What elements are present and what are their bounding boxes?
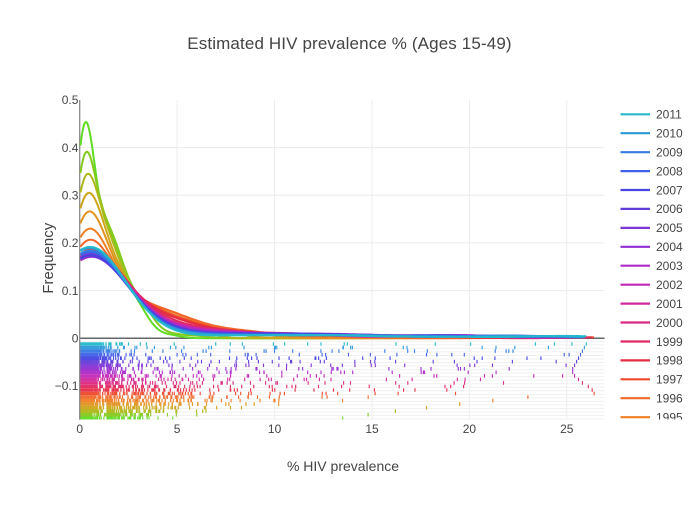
svg-text:2006: 2006	[656, 202, 683, 216]
svg-text:2002: 2002	[656, 278, 683, 292]
svg-text:0.4: 0.4	[62, 141, 79, 155]
svg-text:2010: 2010	[656, 127, 683, 141]
svg-text:2011: 2011	[656, 108, 682, 122]
svg-text:0.1: 0.1	[62, 284, 79, 298]
svg-text:2004: 2004	[656, 240, 683, 254]
svg-text:1998: 1998	[656, 354, 683, 368]
svg-text:2008: 2008	[656, 164, 683, 178]
svg-text:Frequency: Frequency	[40, 222, 57, 293]
svg-text:0.2: 0.2	[62, 236, 79, 250]
svg-text:2001: 2001	[656, 297, 683, 311]
svg-text:10: 10	[268, 422, 282, 436]
svg-text:20: 20	[463, 422, 477, 436]
svg-text:1997: 1997	[656, 373, 683, 387]
svg-text:1999: 1999	[656, 335, 683, 349]
svg-text:1996: 1996	[656, 392, 683, 406]
svg-text:2007: 2007	[656, 183, 683, 197]
svg-text:0.5: 0.5	[62, 93, 79, 107]
svg-text:15: 15	[365, 422, 379, 436]
svg-text:2003: 2003	[656, 259, 683, 273]
svg-text:0: 0	[72, 331, 79, 345]
svg-text:2009: 2009	[656, 146, 683, 160]
svg-text:1995: 1995	[656, 411, 683, 425]
svg-text:0.3: 0.3	[62, 189, 79, 203]
svg-text:2000: 2000	[656, 316, 683, 330]
svg-text:Estimated HIV prevalence % (Ag: Estimated HIV prevalence % (Ages 15-49)	[187, 34, 511, 53]
svg-text:0: 0	[76, 422, 83, 436]
svg-text:5: 5	[174, 422, 181, 436]
svg-text:−0.1: −0.1	[55, 379, 79, 393]
svg-text:% HIV prevalence: % HIV prevalence	[287, 458, 399, 474]
svg-text:2005: 2005	[656, 221, 683, 235]
svg-text:25: 25	[560, 422, 574, 436]
